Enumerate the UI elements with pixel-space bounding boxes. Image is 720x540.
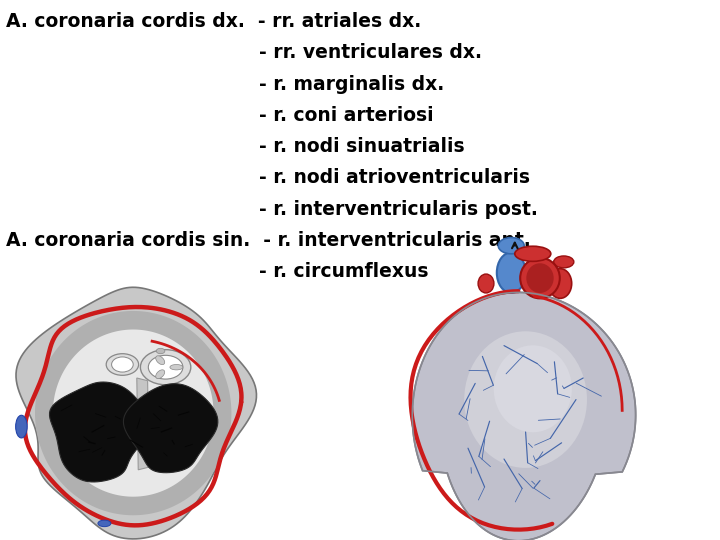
Ellipse shape bbox=[464, 331, 587, 468]
Ellipse shape bbox=[156, 356, 165, 364]
Ellipse shape bbox=[156, 348, 165, 354]
Ellipse shape bbox=[498, 238, 524, 254]
PathPatch shape bbox=[50, 382, 150, 482]
Text: - r. circumflexus: - r. circumflexus bbox=[259, 262, 428, 281]
PathPatch shape bbox=[123, 384, 218, 472]
Ellipse shape bbox=[16, 415, 27, 438]
Ellipse shape bbox=[107, 354, 138, 375]
Text: A. coronaria cordis dx.  - rr. atriales dx.: A. coronaria cordis dx. - rr. atriales d… bbox=[6, 12, 421, 31]
Text: - r. interventricularis post.: - r. interventricularis post. bbox=[259, 200, 538, 219]
Ellipse shape bbox=[497, 252, 526, 293]
PathPatch shape bbox=[413, 293, 636, 540]
Ellipse shape bbox=[170, 364, 183, 370]
Ellipse shape bbox=[521, 258, 560, 298]
Ellipse shape bbox=[98, 520, 111, 526]
Text: - rr. ventriculares dx.: - rr. ventriculares dx. bbox=[259, 43, 482, 62]
Text: - r. nodi atrioventricularis: - r. nodi atrioventricularis bbox=[259, 168, 530, 187]
Ellipse shape bbox=[112, 357, 133, 372]
Ellipse shape bbox=[549, 268, 572, 298]
Ellipse shape bbox=[148, 355, 183, 379]
Text: - r. coni arteriosi: - r. coni arteriosi bbox=[259, 106, 434, 125]
Ellipse shape bbox=[140, 350, 191, 384]
Text: - r. marginalis dx.: - r. marginalis dx. bbox=[259, 75, 444, 93]
Polygon shape bbox=[137, 378, 149, 470]
Text: - r. nodi sinuatrialis: - r. nodi sinuatrialis bbox=[259, 137, 465, 156]
PathPatch shape bbox=[16, 287, 256, 539]
Text: A. coronaria cordis sin.  - r. interventricularis ant.: A. coronaria cordis sin. - r. interventr… bbox=[6, 231, 531, 250]
Ellipse shape bbox=[515, 246, 551, 261]
Ellipse shape bbox=[494, 346, 572, 432]
PathPatch shape bbox=[53, 329, 214, 497]
Ellipse shape bbox=[554, 256, 574, 268]
Ellipse shape bbox=[156, 370, 165, 379]
Ellipse shape bbox=[526, 263, 554, 293]
Ellipse shape bbox=[478, 274, 494, 293]
PathPatch shape bbox=[35, 311, 231, 515]
